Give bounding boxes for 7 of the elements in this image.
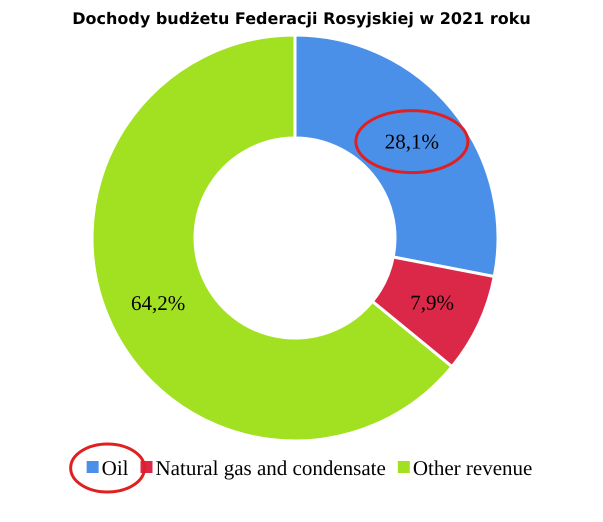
- legend-label: Natural gas and condensate: [155, 456, 386, 480]
- data-label: 7,9%: [410, 290, 454, 314]
- data-label: 64,2%: [130, 290, 186, 315]
- data-label: 28,1%: [384, 130, 439, 154]
- legend-label: Oil: [102, 456, 129, 480]
- chart-title: Dochody budżetu Federacji Rosyjskiej w 2021 roku: [72, 9, 531, 28]
- legend-label: Other revenue: [412, 456, 532, 480]
